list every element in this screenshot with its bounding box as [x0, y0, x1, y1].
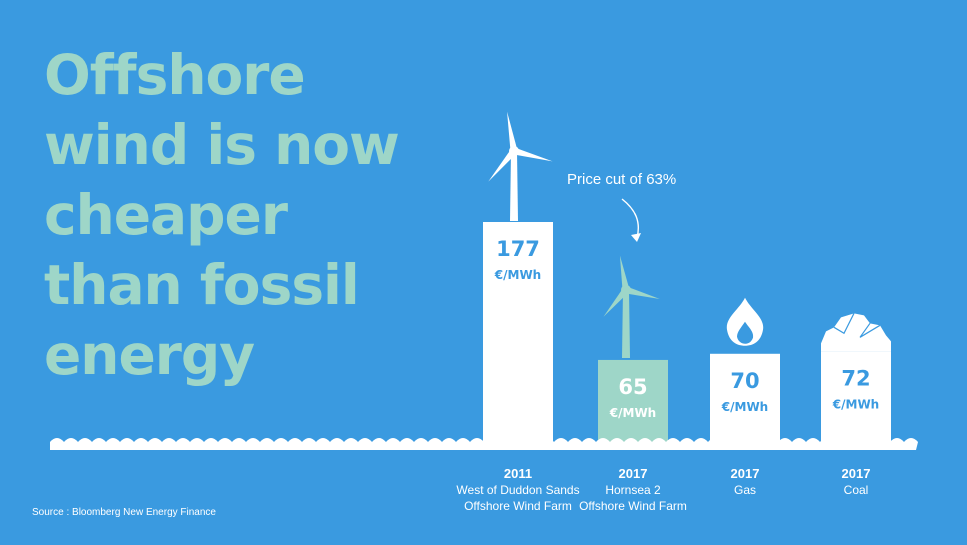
category-name: Offshore Wind Farm — [579, 499, 687, 513]
coal-facets — [833, 313, 881, 338]
turbine-hub — [621, 284, 631, 295]
flame-icon — [726, 297, 764, 346]
bar — [710, 353, 780, 444]
headline-line: wind is now — [44, 113, 400, 177]
category-year: 2017 — [618, 466, 648, 481]
bar-group: 72 €/MWh — [821, 351, 891, 444]
value-label: 70 — [730, 369, 759, 393]
category-name: West of Duddon Sands — [456, 483, 580, 497]
category-name: Hornsea 2 — [605, 483, 661, 497]
turbine-tower — [510, 151, 518, 221]
category-label: 2017 Hornsea 2 Offshore Wind Farm — [543, 466, 723, 514]
price-cut-annotation: Price cut of 63% — [567, 171, 677, 188]
headline: Offshore wind is now cheaper than fossil… — [44, 40, 464, 390]
category-label: 2017 Gas — [655, 466, 835, 498]
wind-turbine-icon — [488, 111, 553, 221]
headline-line: Offshore — [44, 43, 306, 107]
headline-line: cheaper — [44, 183, 288, 247]
water-line — [50, 438, 918, 450]
bar-group: 65 €/MWh — [598, 359, 668, 444]
source-note: Source : Bloomberg New Energy Finance — [32, 507, 216, 518]
bar-group: 70 €/MWh — [710, 353, 780, 444]
turbine-blade — [513, 147, 553, 162]
turbine-blade — [507, 111, 518, 152]
value-label: 177 — [496, 237, 540, 261]
category-year: 2017 — [730, 466, 760, 481]
category-name: Gas — [733, 483, 756, 497]
bar — [821, 351, 891, 444]
bar-group: 177 €/MWh — [483, 222, 553, 444]
category-name: Coal — [843, 483, 869, 497]
turbine-tower — [622, 289, 630, 358]
flame-inner — [737, 321, 754, 344]
unit-label: €/MWh — [609, 406, 656, 420]
value-label: 72 — [841, 366, 870, 390]
unit-label: €/MWh — [721, 400, 768, 414]
turbine-blade — [603, 287, 629, 317]
category-label: 2011 West of Duddon Sands Offshore Wind Fa… — [428, 466, 608, 514]
coal-pile — [821, 313, 891, 352]
turbine-blade — [625, 286, 660, 300]
turbine-hub — [509, 146, 519, 156]
category-name: Offshore Wind Farm — [464, 499, 572, 513]
value-label: 65 — [618, 375, 647, 399]
bar — [598, 359, 668, 444]
unit-label: €/MWh — [494, 268, 541, 282]
annotation-arrowhead — [631, 233, 641, 242]
category-year: 2017 — [841, 466, 871, 481]
headline-line: than fossil — [44, 253, 360, 317]
wind-turbine-icon — [603, 255, 660, 358]
annotation-arrow — [621, 198, 640, 239]
headline-line: energy — [44, 323, 255, 387]
bar — [483, 222, 553, 444]
coal-icon — [821, 313, 891, 352]
turbine-blade — [488, 148, 517, 182]
category-label: 2017 Coal — [766, 466, 946, 498]
category-year: 2011 — [503, 466, 533, 481]
turbine-blade — [619, 255, 630, 291]
unit-label: €/MWh — [832, 397, 879, 411]
